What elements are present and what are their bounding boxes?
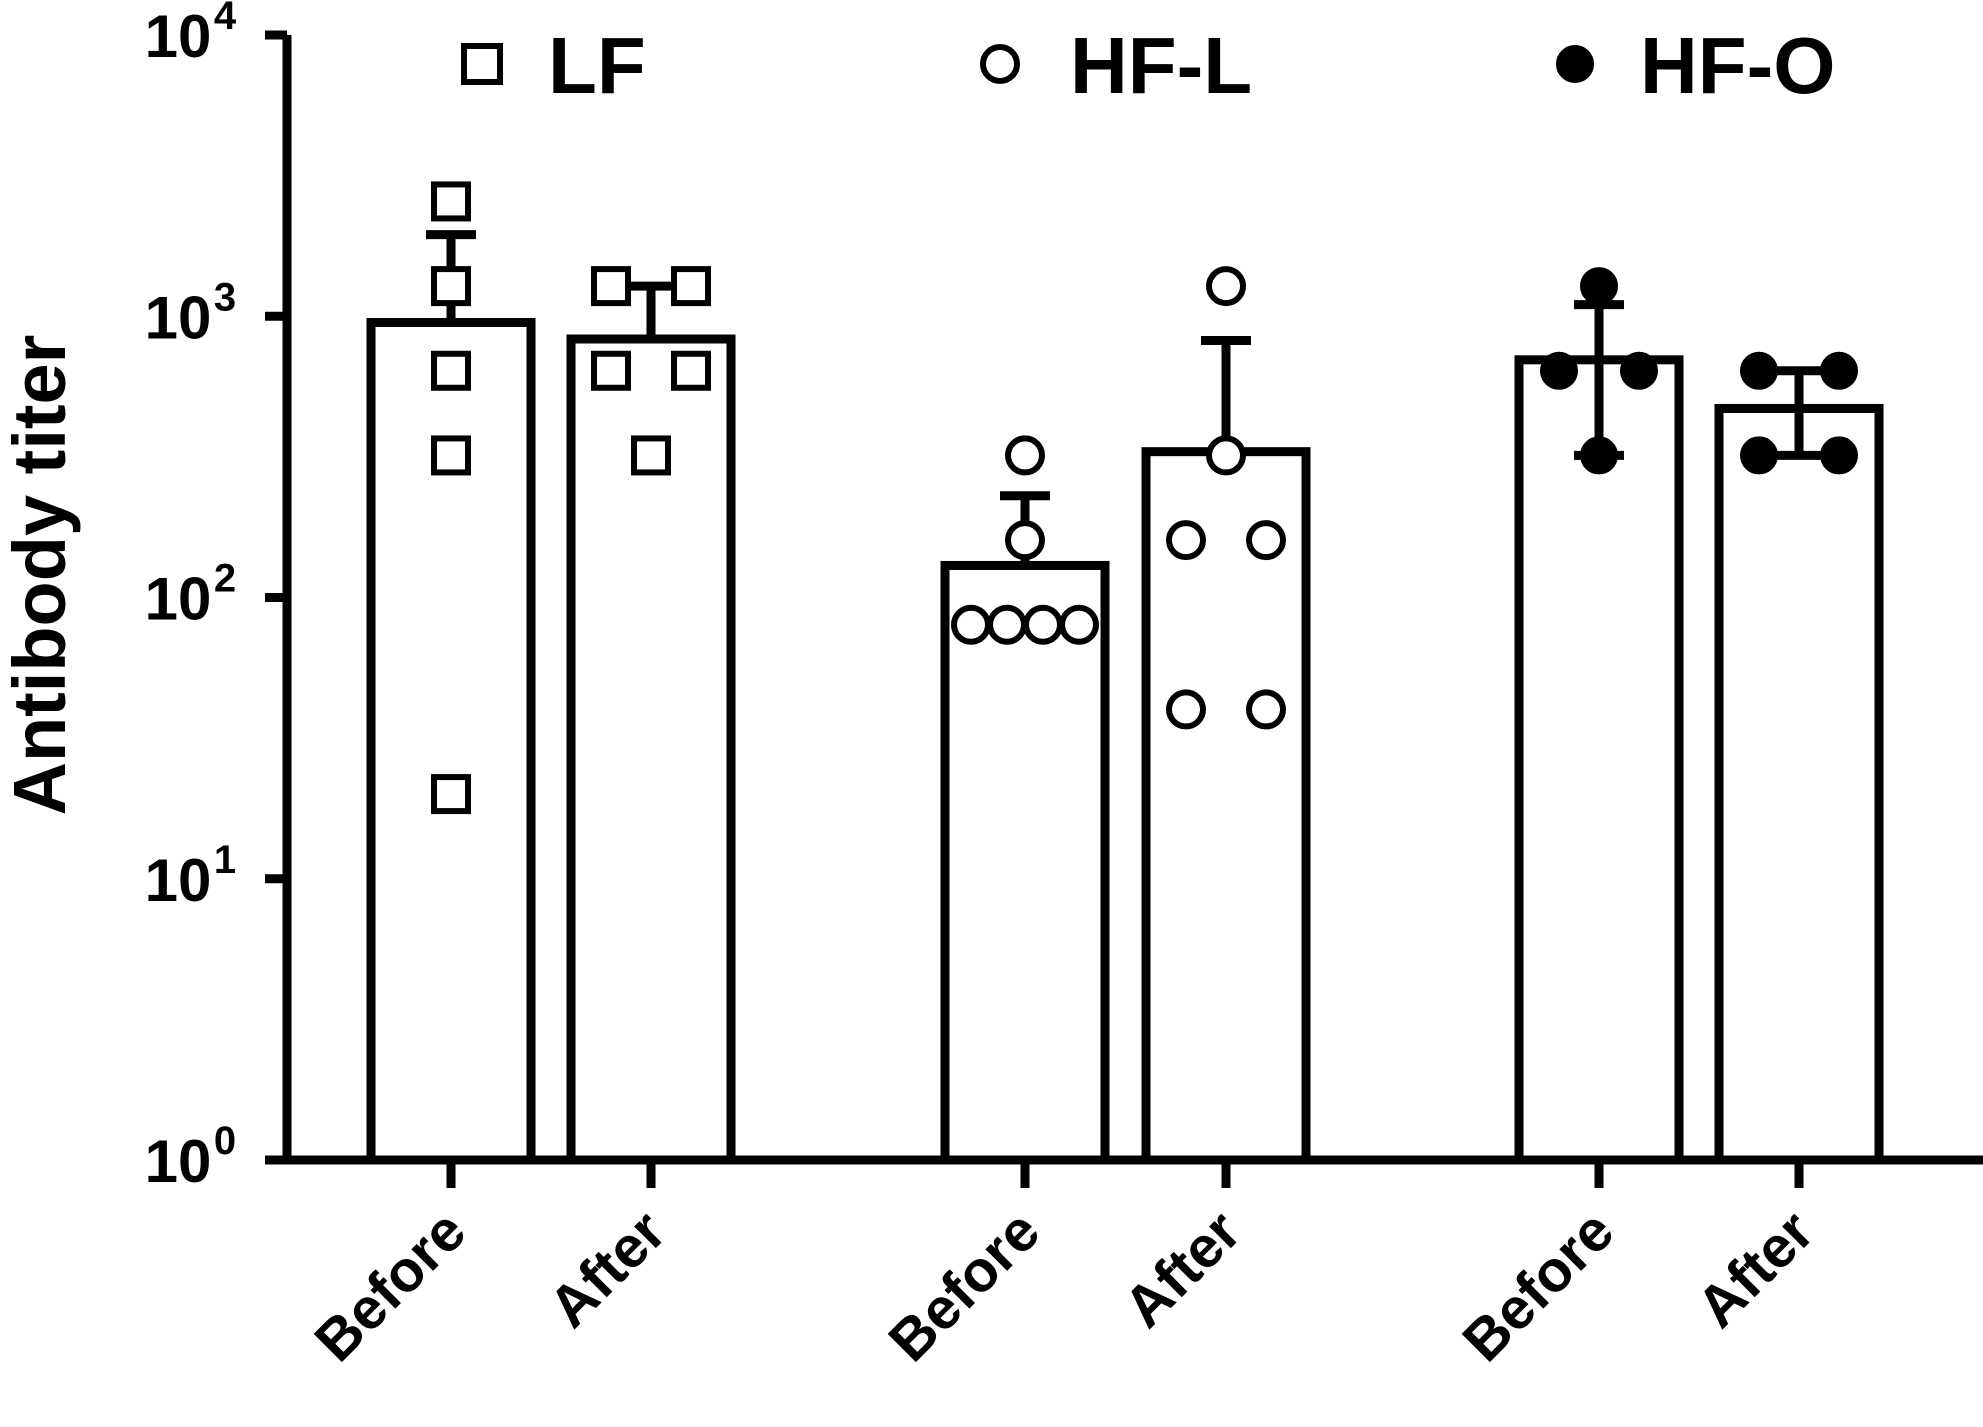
y-tick-label: 10	[145, 3, 212, 70]
y-tick-exponent: 3	[214, 275, 236, 319]
x-category-labels: Before After Before After Before After	[302, 1198, 1826, 1374]
data-point-open-circle	[1206, 266, 1246, 307]
data-point-open-circle	[1246, 520, 1286, 561]
data-point-open-circle	[1166, 689, 1206, 730]
y-tick-exponent: 1	[214, 838, 236, 882]
y-tick-label: 10	[145, 284, 212, 351]
data-point-square	[671, 266, 711, 307]
data-point-square	[591, 350, 631, 391]
bar	[1514, 355, 1684, 1165]
x-category-label: After	[537, 1198, 679, 1340]
bars	[366, 318, 1884, 1165]
y-tick-exponent: 2	[214, 557, 236, 601]
y-tick-label: 10	[145, 1128, 212, 1195]
y-axis-label: Antibody titer	[0, 335, 81, 816]
data-point-open-circle	[1166, 520, 1206, 561]
x-category-label: After	[1685, 1198, 1827, 1340]
y-tick-label: 10	[145, 847, 212, 914]
data-point-open-circle	[1206, 435, 1246, 476]
data-point-square	[431, 181, 471, 222]
axes	[265, 30, 1983, 1188]
data-point-open-circle	[987, 604, 1027, 645]
bar	[1714, 403, 1884, 1165]
legend-label: LF	[548, 21, 646, 110]
data-points	[431, 181, 1858, 815]
bar	[940, 560, 1110, 1165]
legend-square-marker	[461, 43, 503, 85]
data-point-square	[631, 435, 671, 476]
data-point-filled-circle	[1620, 351, 1658, 390]
data-point-filled-circle	[1580, 267, 1618, 306]
data-point-open-circle	[1246, 689, 1286, 730]
data-point-open-circle	[951, 604, 991, 645]
data-point-filled-circle	[1820, 436, 1858, 475]
y-tick-exponent: 0	[214, 1119, 236, 1163]
data-point-square	[671, 350, 711, 391]
data-point-square	[431, 350, 471, 391]
y-tick-label: 10	[145, 566, 212, 633]
data-point-square	[431, 774, 471, 815]
legend-filled-circle-marker	[1556, 45, 1594, 83]
x-category-label: Before	[302, 1198, 478, 1374]
x-category-label: Before	[1450, 1198, 1626, 1374]
data-point-open-circle	[1005, 520, 1045, 561]
data-point-filled-circle	[1740, 436, 1778, 475]
data-point-square	[431, 435, 471, 476]
data-point-square	[431, 266, 471, 307]
legend-label: HF-L	[1070, 21, 1252, 110]
data-point-filled-circle	[1820, 351, 1858, 390]
data-point-open-circle	[1059, 604, 1099, 645]
legend: LF HF-L HF-O	[461, 21, 1836, 110]
data-point-filled-circle	[1740, 351, 1778, 390]
x-category-label: After	[1112, 1198, 1254, 1340]
legend-open-circle-marker	[980, 44, 1020, 84]
data-point-filled-circle	[1540, 351, 1578, 390]
x-category-label: Before	[876, 1198, 1052, 1374]
data-point-square	[591, 266, 631, 307]
bar	[1141, 447, 1311, 1165]
y-tick-exponent: 4	[214, 0, 237, 38]
legend-label: HF-O	[1640, 21, 1836, 110]
data-point-filled-circle	[1580, 436, 1618, 475]
data-point-open-circle	[1023, 604, 1063, 645]
data-point-open-circle	[1005, 435, 1045, 476]
